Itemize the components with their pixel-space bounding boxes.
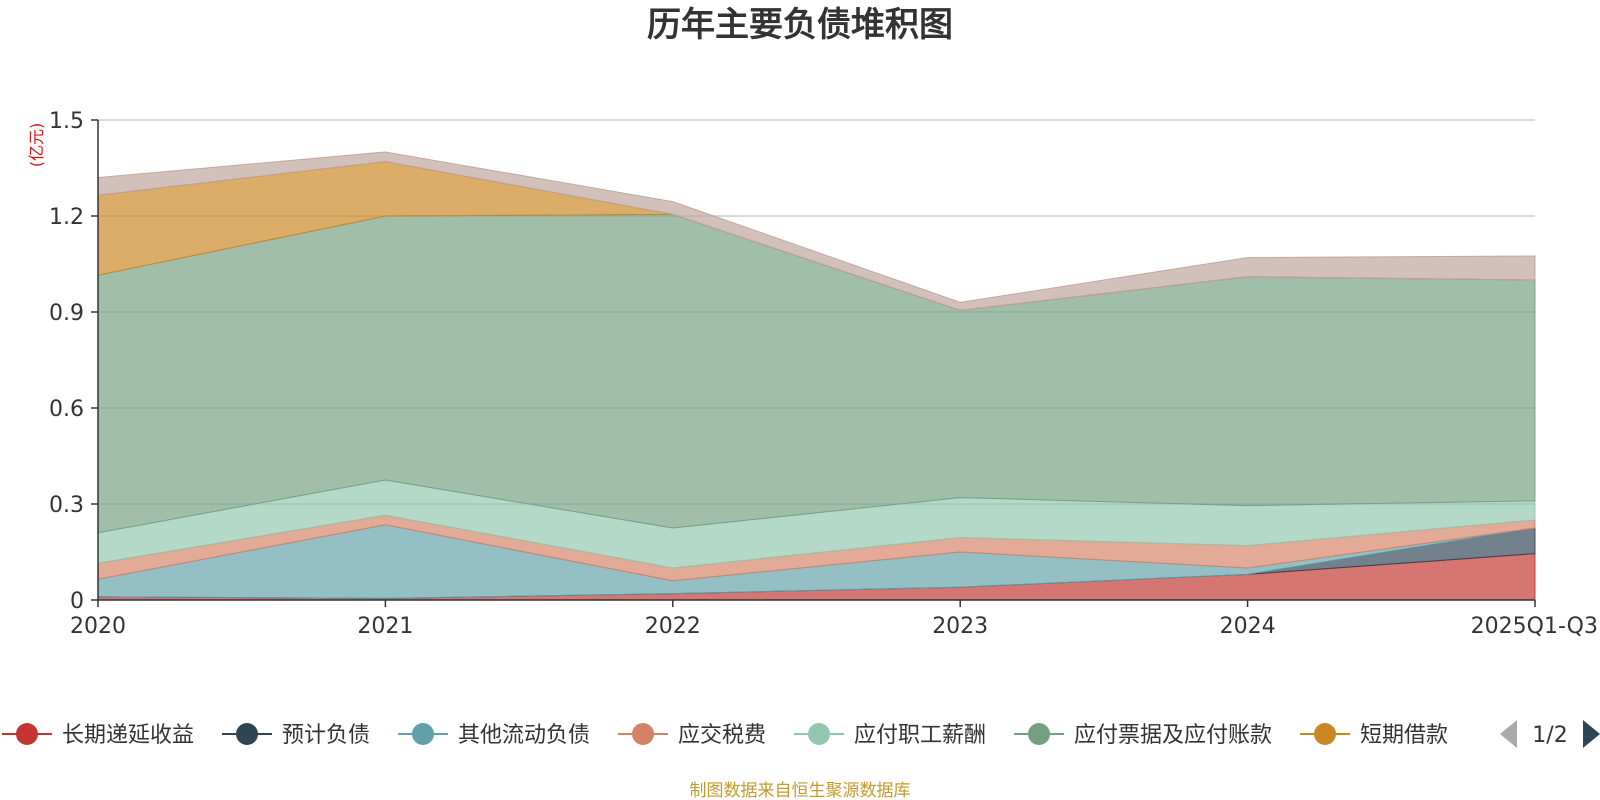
legend-label: 应交税费 [678, 723, 766, 748]
x-axis-ticks: 2020 2021 2022 2023 2024 2025Q1-Q3 [70, 600, 1598, 639]
legend-circle-icon [632, 723, 654, 745]
y-axis-unit-label: (亿元) [27, 123, 46, 168]
legend-label: 应付职工薪酬 [854, 723, 986, 748]
legend-label: 应付票据及应付账款 [1074, 723, 1272, 748]
x-tick-label: 2020 [70, 614, 126, 639]
legend-item-6[interactable]: 短期借款 [1300, 723, 1448, 748]
legend-circle-icon [1314, 723, 1336, 745]
axes [97, 120, 1535, 601]
y-tick-label: 0.3 [49, 493, 84, 518]
legend-item-1[interactable]: 预计负债 [222, 723, 370, 748]
legend-circle-icon [808, 723, 830, 745]
legend-label: 其他流动负债 [458, 723, 590, 748]
legend-circle-icon [236, 723, 258, 745]
data-source-note: 制图数据来自恒生聚源数据库 [690, 781, 911, 800]
legend-label: 预计负债 [282, 723, 370, 748]
legend-label: 短期借款 [1360, 723, 1448, 748]
legend-item-0[interactable]: 长期递延收益 [2, 723, 194, 748]
area-series-layer [97, 151, 1536, 601]
y-tick-label: 0.6 [49, 397, 84, 422]
legend-label: 长期递延收益 [62, 723, 194, 748]
legend-item-3[interactable]: 应交税费 [618, 723, 766, 748]
y-tick-label: 1.5 [49, 109, 84, 134]
legend-circle-icon [412, 723, 434, 745]
legend-item-5[interactable]: 应付票据及应付账款 [1014, 723, 1272, 748]
legend-next-page-arrow-icon[interactable] [1583, 720, 1600, 748]
chart-title: 历年主要负债堆积图 [647, 5, 953, 45]
legend-item-2[interactable]: 其他流动负债 [398, 723, 590, 748]
legend-pager: 1/2 [1500, 720, 1600, 748]
x-tick-label: 2021 [357, 614, 413, 639]
area-series-7 [97, 151, 1536, 311]
y-tick-label: 1.2 [49, 205, 84, 230]
y-tick-label: 0.9 [49, 301, 84, 326]
x-tick-label: 2022 [645, 614, 701, 639]
y-axis-ticks: 0 0.3 0.6 0.9 1.2 1.5 [49, 109, 98, 614]
legend: 长期递延收益 预计负债 其他流动负债 应交税费 应付职工薪酬 应付票据及应付账款 短期借款 [2, 723, 1448, 748]
legend-circle-icon [16, 723, 38, 745]
legend-item-4[interactable]: 应付职工薪酬 [794, 723, 986, 748]
legend-prev-page-arrow-icon[interactable] [1500, 720, 1517, 748]
y-tick-label: 0 [70, 589, 84, 614]
x-tick-label: 2024 [1220, 614, 1276, 639]
x-tick-label: 2023 [932, 614, 988, 639]
x-tick-label: 2025Q1-Q3 [1471, 614, 1598, 639]
legend-page-indicator: 1/2 [1532, 723, 1567, 748]
legend-circle-icon [1028, 723, 1050, 745]
